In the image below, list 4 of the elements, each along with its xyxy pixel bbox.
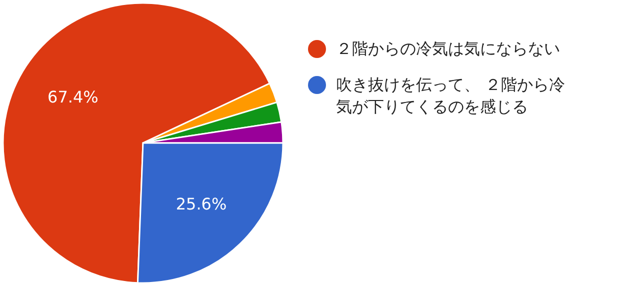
legend-label: 吹き抜けを伝って、 ２階から冷気が下りてくるのを感じる [336,74,566,118]
data-label: 67.4% [48,88,98,107]
data-label: 25.6% [176,194,227,214]
legend-label: ２階からの冷気は気にならない [336,38,561,60]
